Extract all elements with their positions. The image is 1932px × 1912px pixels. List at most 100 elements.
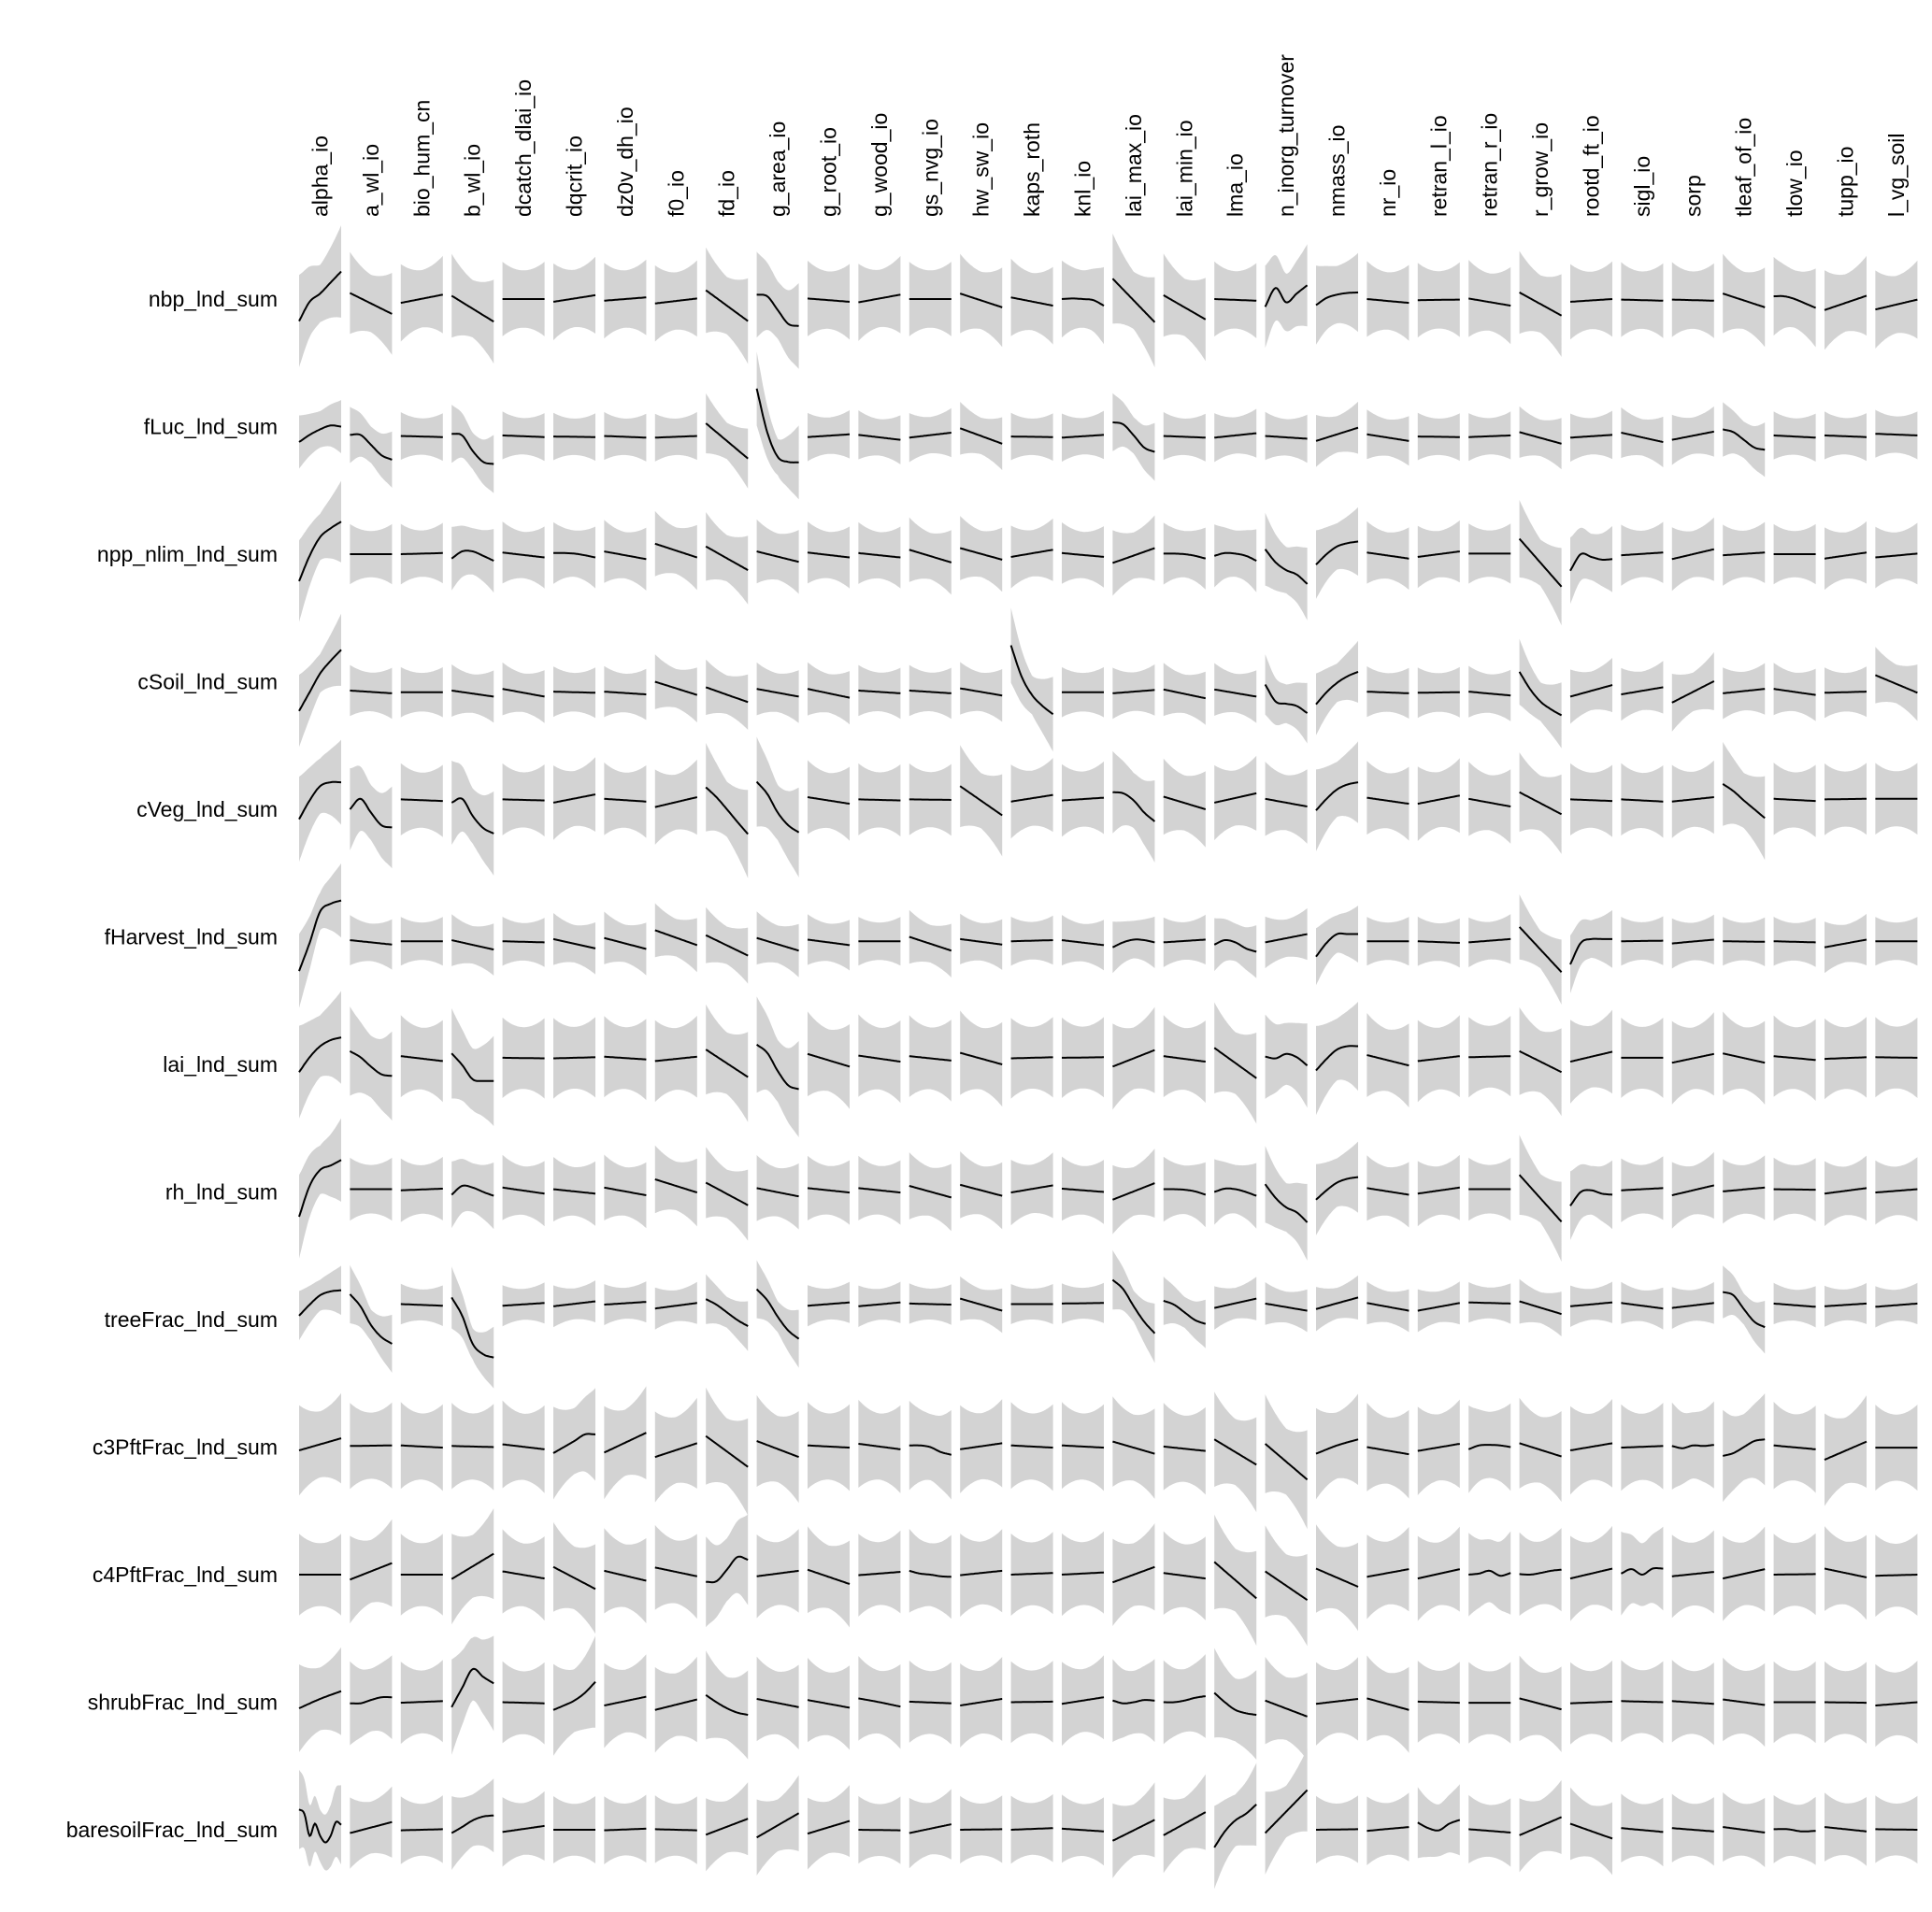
- panel-treeFrac_lnd_sum-g_wood_io: [858, 1281, 901, 1328]
- mean-response-line: [502, 688, 545, 698]
- panel-rh_lnd_sum-hw_sw_io: [959, 1151, 1003, 1230]
- mean-response-line: [909, 1444, 952, 1456]
- panel-nbp_lnd_sum-r_grow_io: [1519, 250, 1563, 357]
- mean-response-line: [807, 551, 851, 559]
- mean-response-line: [1367, 691, 1410, 694]
- panel-c3PftFrac_lnd_sum-knl_io: [1061, 1402, 1105, 1491]
- column-label: dcatch_dlai_io: [511, 79, 536, 217]
- mean-response-line: [1315, 1567, 1359, 1588]
- panel-fHarvest_lnd_sum-r_grow_io: [1518, 894, 1563, 1005]
- panel-c3PftFrac_lnd_sum-l_vg_soil: [1875, 1405, 1918, 1491]
- mean-response-line: [1875, 298, 1918, 311]
- mean-response-line: [552, 293, 596, 303]
- panel-fHarvest_lnd_sum-kaps_roth: [1010, 915, 1053, 966]
- panel-fLuc_lnd_sum-a_wl_io: [350, 407, 393, 488]
- mean-response-line: [858, 1187, 901, 1194]
- uncertainty-band: [1214, 1762, 1257, 1890]
- panel-fHarvest_lnd_sum-tlow_io: [1773, 916, 1816, 967]
- panel-lai_lnd_sum-f0_io: [654, 1015, 697, 1103]
- panel-npp_nlim_lnd_sum-l_vg_soil: [1875, 522, 1918, 589]
- panel-c4PftFrac_lnd_sum-tleaf_of_io: [1723, 1526, 1766, 1621]
- panel-cSoil_lnd_sum-f0_io: [654, 654, 698, 723]
- panel-cVeg_lnd_sum-tleaf_of_io: [1722, 741, 1766, 861]
- mean-response-line: [1163, 294, 1207, 321]
- mean-response-line: [451, 1184, 494, 1197]
- mean-response-line: [350, 1444, 393, 1448]
- mean-response-line: [553, 435, 595, 438]
- panel-nbp_lnd_sum-nmass_io: [1315, 252, 1359, 345]
- panel-cSoil_lnd_sum-retran_r_io: [1468, 665, 1511, 721]
- mean-response-line: [1468, 1828, 1511, 1834]
- mean-response-line: [451, 1667, 494, 1708]
- column-labels: alpha_io a_wl_io bio_hum_cn b_wl_io dcatch_d…: [308, 54, 1909, 217]
- panel-c4PftFrac_lnd_sum-nmass_io: [1315, 1524, 1359, 1632]
- row-label: rh_lnd_sum: [165, 1180, 278, 1205]
- panel-rh_lnd_sum-tlow_io: [1773, 1157, 1816, 1221]
- panel-shrubFrac_lnd_sum-gs_nvg_io: [909, 1660, 952, 1745]
- panel-fHarvest_lnd_sum-bio_hum_cn: [400, 917, 443, 966]
- panel-fLuc_lnd_sum-g_area_io: [755, 351, 799, 500]
- mean-response-line: [1519, 1442, 1562, 1458]
- mean-response-line: [1163, 1188, 1207, 1196]
- panel-nbp_lnd_sum-b_wl_io: [451, 253, 494, 364]
- panel-nbp_lnd_sum-nr_io: [1367, 261, 1410, 341]
- panel-cVeg_lnd_sum-tupp_io: [1825, 763, 1867, 835]
- panel-c4PftFrac_lnd_sum-nr_io: [1367, 1526, 1410, 1619]
- mean-response-line: [1824, 551, 1868, 560]
- panel-fLuc_lnd_sum-rootd_ft_io: [1569, 410, 1612, 463]
- panel-fLuc_lnd_sum-sigl_io: [1621, 407, 1664, 468]
- panel-fLuc_lnd_sum-tupp_io: [1824, 411, 1867, 462]
- mean-response-line: [1671, 796, 1714, 803]
- mean-response-line: [1874, 674, 1918, 694]
- panel-shrubFrac_lnd_sum-lai_min_io: [1163, 1654, 1206, 1745]
- panel-treeFrac_lnd_sum-n_inorg_turnover: [1265, 1282, 1308, 1333]
- panel-cVeg_lnd_sum-lma_io: [1214, 755, 1257, 841]
- mean-response-line: [1825, 1302, 1868, 1307]
- panel-treeFrac_lnd_sum-tupp_io: [1825, 1282, 1868, 1327]
- mean-response-line: [1468, 797, 1511, 807]
- panel-cVeg_lnd_sum-tlow_io: [1773, 763, 1816, 837]
- mean-response-line: [1163, 1572, 1206, 1580]
- column-label: rootd_ft_io: [1580, 115, 1604, 217]
- mean-response-line: [1519, 1568, 1562, 1576]
- row-label: cVeg_lnd_sum: [136, 797, 278, 821]
- mean-response-line: [350, 1562, 393, 1581]
- mean-response-line: [1671, 1700, 1714, 1705]
- panel-c3PftFrac_lnd_sum-tleaf_of_io: [1723, 1393, 1766, 1503]
- mean-response-line: [1671, 1052, 1714, 1064]
- mean-response-line: [400, 435, 443, 438]
- mean-response-line: [1773, 1828, 1816, 1833]
- panel-cSoil_lnd_sum-knl_io: [1062, 666, 1104, 718]
- panel-rh_lnd_sum-l_vg_soil: [1875, 1157, 1918, 1225]
- mean-response-line: [1315, 1438, 1359, 1455]
- row-label: fLuc_lnd_sum: [144, 415, 278, 439]
- panel-shrubFrac_lnd_sum-tleaf_of_io: [1723, 1657, 1766, 1748]
- mean-response-line: [654, 1177, 698, 1194]
- panel-fLuc_lnd_sum-retran_l_io: [1417, 412, 1460, 462]
- mean-response-line: [502, 1056, 545, 1060]
- panel-baresoilFrac_lnd_sum-retran_l_io: [1417, 1784, 1461, 1859]
- panel-cSoil_lnd_sum-a_wl_io: [350, 664, 393, 720]
- panel-rh_lnd_sum-retran_r_io: [1468, 1157, 1511, 1221]
- row-label: c3PftFrac_lnd_sum: [93, 1435, 278, 1460]
- panel-rh_lnd_sum-dz0v_dh_io: [604, 1154, 647, 1229]
- panel-treeFrac_lnd_sum-dz0v_dh_io: [604, 1281, 647, 1326]
- panel-c3PftFrac_lnd_sum-sigl_io: [1621, 1403, 1664, 1491]
- uncertainty-band: [299, 991, 341, 1119]
- panel-rh_lnd_sum-sigl_io: [1621, 1156, 1664, 1222]
- mean-response-line: [1825, 1056, 1868, 1061]
- panel-nbp_lnd_sum-lai_min_io: [1163, 253, 1207, 362]
- mean-response-line: [1671, 1827, 1714, 1833]
- mean-response-line: [1671, 1184, 1715, 1196]
- mean-response-line: [298, 649, 342, 712]
- panel-c3PftFrac_lnd_sum-bio_hum_cn: [400, 1402, 443, 1491]
- panel-lai_lnd_sum-lai_max_io: [1111, 1006, 1155, 1110]
- panel-cSoil_lnd_sum-lai_min_io: [1163, 663, 1206, 725]
- mean-response-line: [1367, 1568, 1410, 1578]
- mean-response-line: [1417, 794, 1460, 806]
- panel-rh_lnd_sum-alpha_io: [298, 1118, 342, 1259]
- mean-response-line: [909, 1823, 952, 1834]
- panel-nbp_lnd_sum-dqcrit_io: [552, 256, 596, 341]
- panel-fHarvest_lnd_sum-sorp: [1671, 914, 1714, 969]
- panel-treeFrac_lnd_sum-g_root_io: [807, 1281, 851, 1327]
